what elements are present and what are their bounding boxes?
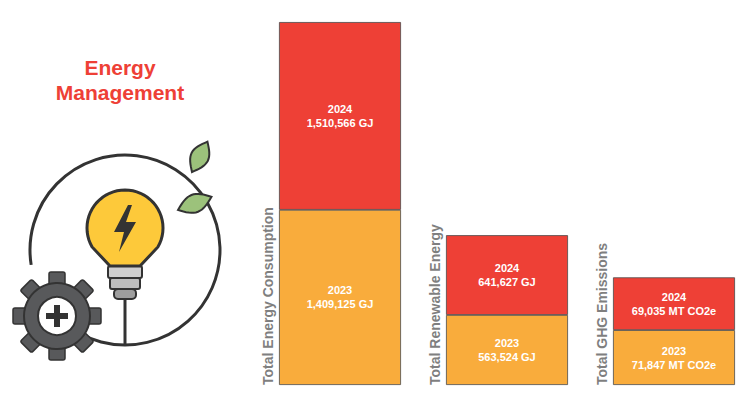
- svg-text:2024: 2024: [495, 262, 520, 274]
- svg-text:Total GHG Emissions: Total GHG Emissions: [594, 243, 610, 385]
- svg-text:Management: Management: [56, 81, 184, 104]
- svg-text:2023: 2023: [495, 337, 519, 349]
- svg-text:641,627 GJ: 641,627 GJ: [478, 276, 536, 288]
- svg-text:Total Energy Consumption: Total Energy Consumption: [260, 207, 276, 385]
- svg-text:69,035 MT CO2e: 69,035 MT CO2e: [632, 305, 716, 317]
- svg-text:1,510,566 GJ: 1,510,566 GJ: [307, 117, 374, 129]
- svg-text:Energy: Energy: [84, 56, 156, 79]
- svg-text:2024: 2024: [662, 291, 687, 303]
- svg-text:71,847 MT CO2e: 71,847 MT CO2e: [632, 359, 716, 371]
- svg-text:Total Renewable Energy: Total Renewable Energy: [427, 224, 443, 385]
- svg-text:2024: 2024: [328, 103, 353, 115]
- svg-text:1,409,125 GJ: 1,409,125 GJ: [307, 298, 374, 310]
- svg-text:563,524 GJ: 563,524 GJ: [478, 351, 536, 363]
- svg-text:2023: 2023: [662, 345, 686, 357]
- svg-text:2023: 2023: [328, 284, 352, 296]
